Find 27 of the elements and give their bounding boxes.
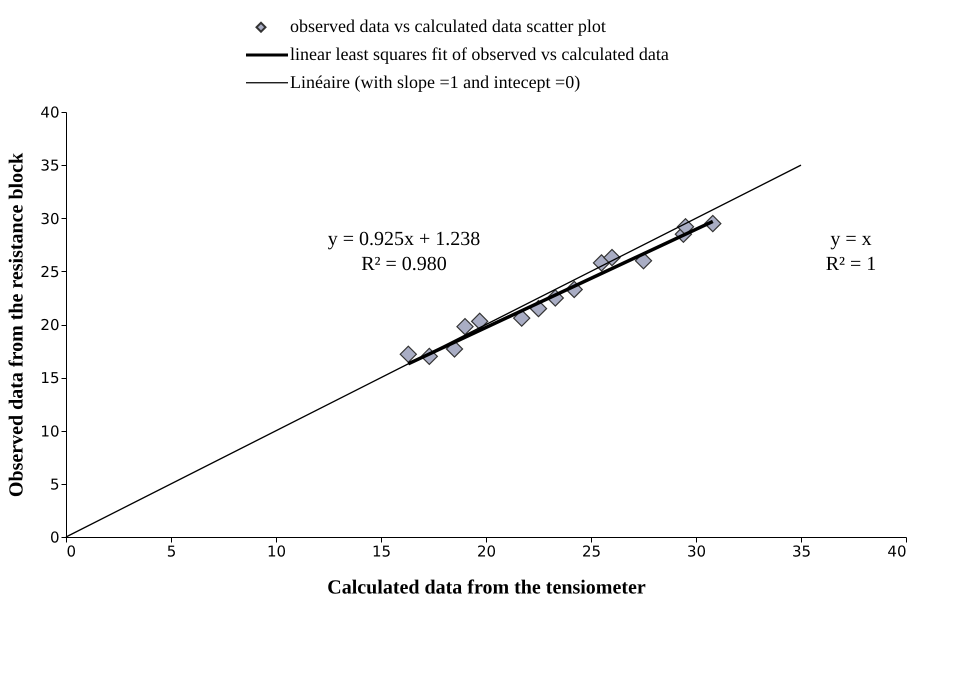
- legend-label: observed data vs calculated data scatter plot: [290, 16, 606, 36]
- y-tick-label: 40: [40, 104, 60, 122]
- legend-label: Linéaire (with slope =1 and intecept =0): [290, 72, 580, 92]
- y-tick-label: 10: [40, 422, 60, 440]
- x-tick-label: 40: [887, 542, 906, 560]
- y-tick-label: 35: [40, 156, 60, 175]
- y-tick-label: 15: [40, 369, 60, 388]
- x-tick-label: 20: [476, 542, 496, 560]
- x-tick-label: 10: [266, 542, 286, 560]
- legend-label: linear least squares fit of observed vs calculated data: [290, 44, 669, 64]
- x-axis-title: Calculated data from the tensiometer: [327, 576, 646, 598]
- x-tick-label: 0: [66, 542, 76, 560]
- x-tick-label: 25: [582, 542, 602, 560]
- x-tick-label: 30: [686, 542, 706, 560]
- annotation: R² = 1: [826, 253, 876, 275]
- y-axis-title: Observed data from the resistance block: [5, 152, 28, 498]
- y-tick-label: 30: [40, 210, 60, 228]
- annotation: y = 0.925x + 1.238: [328, 228, 480, 250]
- y-tick-label: 20: [40, 316, 60, 334]
- x-tick-label: 35: [792, 542, 812, 560]
- annotation: y = x: [830, 228, 872, 250]
- annotation: R² = 0.980: [361, 253, 447, 275]
- y-tick-label: 5: [50, 475, 60, 494]
- x-tick-label: 5: [166, 542, 176, 560]
- x-tick-label: 15: [372, 542, 392, 560]
- y-tick-label: 0: [50, 528, 60, 546]
- y-tick-label: 25: [40, 262, 60, 281]
